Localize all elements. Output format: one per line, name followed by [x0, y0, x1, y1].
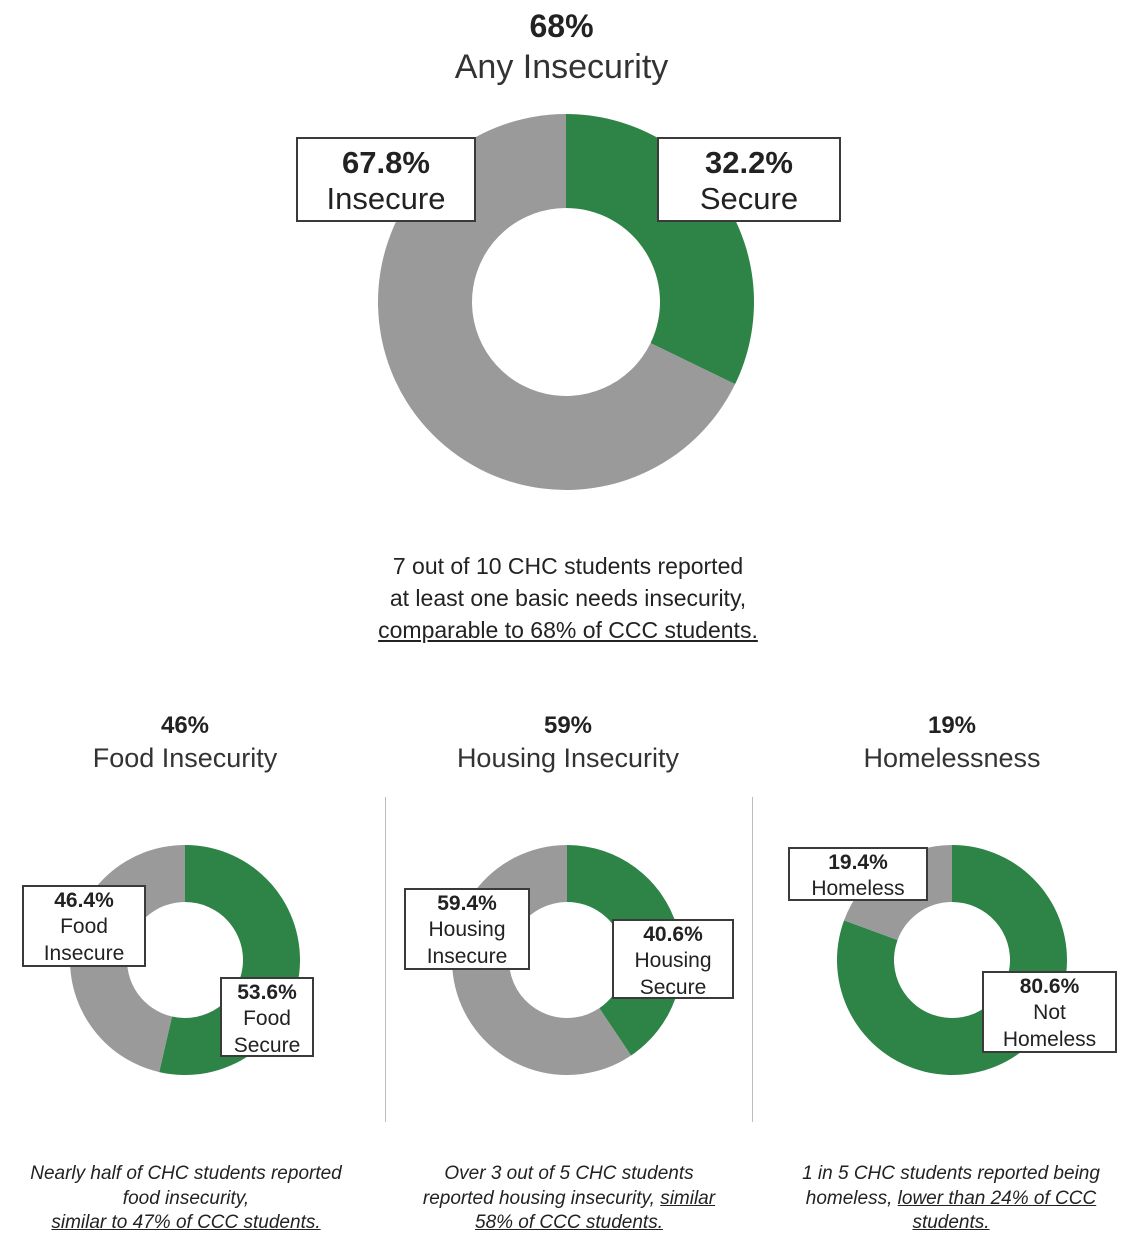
homeless-title: Homelessness [863, 743, 1041, 773]
not-homeless-l2: Homeless [1002, 1027, 1097, 1051]
divider-right [752, 797, 753, 1122]
not-homeless-pct: 80.6% [1019, 975, 1080, 998]
food-title: Food Insecurity [92, 743, 278, 773]
label-box-insecure: 67.8% Insecure [296, 137, 476, 222]
main-note-line2: at least one basic needs insecurity, [389, 585, 747, 612]
label-secure-pct: 32.2% [705, 145, 793, 180]
food-note-line2: food insecurity, [122, 1187, 250, 1209]
main-chart-percent: 68% [529, 8, 594, 44]
housing-note-line1: Over 3 out of 5 CHC students [444, 1163, 694, 1184]
homeless-note-line2b: lower than 24% of CCC [897, 1187, 1097, 1209]
label-box-food-insecure: 46.4% Food Insecure [22, 885, 146, 967]
homeless-note-line2a: homeless, [805, 1187, 893, 1209]
housing-note-line2b: similar [660, 1187, 716, 1209]
label-box-food-secure: 53.6% Food Secure [220, 977, 314, 1057]
label-box-housing-secure: 40.6% Housing Secure [612, 919, 734, 999]
main-chart-note: 7 out of 10 CHC students reported at lea… [0, 550, 1123, 647]
housing-insecure-l2: Insecure [426, 944, 508, 968]
main-chart-title: Any Insecurity [454, 48, 669, 86]
label-box-homeless: 19.4% Homeless [788, 847, 928, 901]
housing-secure-pct: 40.6% [643, 923, 703, 946]
housing-secure-l2: Secure [639, 975, 707, 999]
housing-title: Housing Insecurity [456, 743, 680, 773]
food-percent: 46% [160, 712, 210, 739]
food-secure-l1: Food [243, 1007, 291, 1031]
label-insecure-text: Insecure [326, 180, 446, 216]
divider-left [385, 797, 386, 1122]
food-insecure-l2: Insecure [43, 941, 125, 965]
homeless-note-line1: 1 in 5 CHC students reported being [802, 1163, 1100, 1184]
homeless-percent: 19% [927, 712, 977, 739]
homeless-note: 1 in 5 CHC students reported being homel… [766, 1162, 1123, 1236]
food-note-line3: similar to 47% of CCC students. [51, 1212, 321, 1234]
food-insecure-l1: Food [60, 915, 108, 939]
food-secure-pct: 53.6% [237, 981, 297, 1004]
food-note: Nearly half of CHC students reported foo… [0, 1162, 372, 1236]
homeless-pct: 19.4% [828, 851, 888, 874]
food-secure-l2: Secure [233, 1033, 301, 1057]
main-note-line3: comparable to 68% of CCC students. [378, 617, 758, 644]
housing-note-line2a: reported housing insecurity, [422, 1187, 655, 1209]
housing-insecure-pct: 59.4% [437, 892, 497, 915]
food-insecure-pct: 46.4% [54, 889, 114, 912]
housing-secure-l1: Housing [634, 949, 712, 973]
housing-percent: 59% [543, 712, 593, 739]
homeless-l1: Homeless [811, 877, 905, 901]
label-secure-text: Secure [699, 180, 799, 216]
label-box-not-homeless: 80.6% Not Homeless [982, 971, 1117, 1053]
food-note-line1: Nearly half of CHC students reported [30, 1163, 342, 1184]
housing-note-line3: 58% of CCC students. [475, 1212, 663, 1234]
not-homeless-l1: Not [1033, 1001, 1066, 1025]
main-note-line1: 7 out of 10 CHC students reported [392, 553, 744, 579]
label-box-secure: 32.2% Secure [657, 137, 841, 222]
housing-insecure-l1: Housing [428, 918, 506, 942]
label-box-housing-insecure: 59.4% Housing Insecure [404, 888, 530, 970]
homeless-note-line3: students. [912, 1212, 990, 1234]
label-insecure-pct: 67.8% [342, 145, 430, 180]
housing-note: Over 3 out of 5 CHC students reported ho… [384, 1162, 754, 1236]
